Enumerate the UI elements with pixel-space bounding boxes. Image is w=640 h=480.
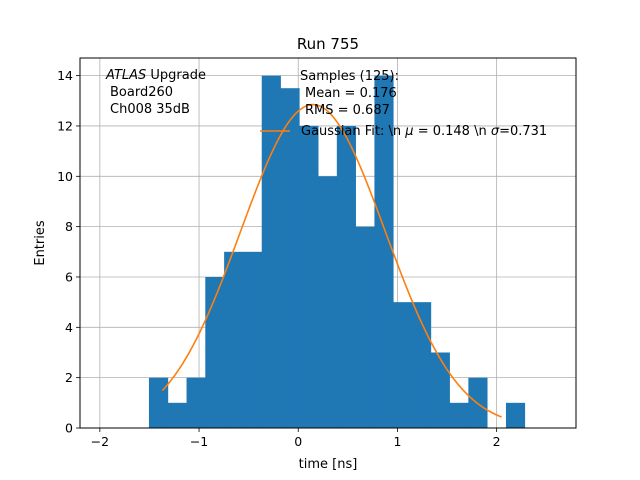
- x-tick-label: 0: [294, 434, 302, 449]
- fit-layer: [161, 103, 502, 418]
- histogram-bar: [299, 125, 319, 429]
- atlas-label: ATLAS Upgrade: [105, 68, 206, 83]
- atlas-upgrade: Upgrade: [146, 68, 206, 83]
- samples-label: Samples (125):: [300, 69, 399, 84]
- legend-sigma: σ: [491, 124, 500, 139]
- histogram-bar: [336, 125, 356, 429]
- histogram-bar: [374, 75, 394, 428]
- histogram-bar: [355, 226, 375, 428]
- x-tick-label: −1: [190, 434, 208, 449]
- y-tick-label: 12: [57, 118, 73, 133]
- y-tick-label: 8: [65, 219, 73, 234]
- histogram-bar: [318, 176, 338, 428]
- histogram-bar: [393, 302, 413, 428]
- histogram-bar: [167, 402, 187, 428]
- histogram-bar: [224, 251, 244, 428]
- histogram-bar: [148, 377, 169, 428]
- y-tick-label: 10: [57, 169, 73, 184]
- y-axis-label: Entries: [33, 220, 48, 266]
- x-tick-label: −2: [91, 434, 109, 449]
- gaussian-fit-curve: [161, 103, 502, 418]
- y-tick-label: 14: [57, 68, 73, 83]
- plot-frame: [79, 57, 577, 429]
- legend-prefix: Gaussian Fit: \n: [301, 124, 405, 139]
- y-tick-label: 6: [65, 269, 73, 284]
- channel-label: Ch008 35dB: [110, 102, 190, 117]
- mean-label: Mean = 0.176: [305, 86, 397, 101]
- y-tick-label: 0: [65, 421, 73, 436]
- histogram-bar: [430, 352, 450, 428]
- x-tick-label: 1: [393, 434, 401, 449]
- histogram-bar: [261, 75, 281, 428]
- x-axis-label: time [ns]: [299, 457, 358, 472]
- y-tick-label: 2: [65, 370, 73, 385]
- histogram-bars: [148, 75, 526, 429]
- board-label: Board260: [110, 85, 173, 100]
- histogram-bar: [186, 377, 206, 428]
- chart-title: Run 755: [297, 35, 359, 53]
- legend-fit-label: Gaussian Fit: \n μ = 0.148 \n σ=0.731: [301, 124, 547, 139]
- histogram-bar: [449, 402, 469, 428]
- histogram-bar: [242, 251, 263, 428]
- histogram-bar: [205, 276, 225, 428]
- rms-label: RMS = 0.687: [305, 103, 390, 118]
- atlas-italic: ATLAS: [105, 68, 146, 83]
- legend-mu: μ: [404, 124, 413, 139]
- legend-suffix: =0.731: [499, 124, 547, 139]
- y-tick-label: 4: [65, 320, 73, 335]
- histogram-bar: [280, 88, 300, 429]
- legend-middle: = 0.148 \n: [414, 124, 491, 139]
- histogram-bar: [505, 402, 526, 428]
- x-tick-label: 2: [493, 434, 501, 449]
